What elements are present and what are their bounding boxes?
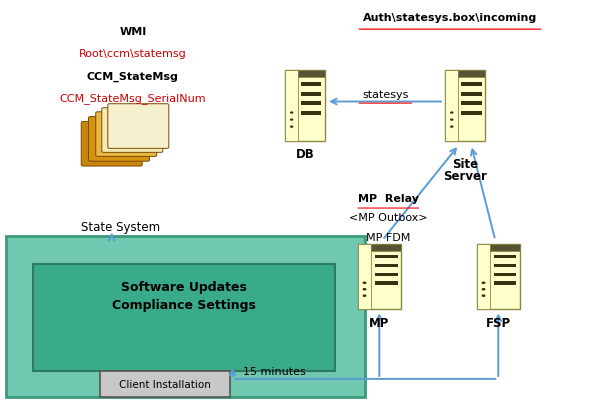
Text: MP FDM: MP FDM <box>366 232 411 242</box>
Text: Auth\statesys.box\incoming: Auth\statesys.box\incoming <box>363 13 537 23</box>
Bar <box>358 245 371 309</box>
Bar <box>494 273 516 276</box>
Text: Site: Site <box>452 158 478 171</box>
Bar <box>33 265 335 371</box>
Bar <box>375 264 397 267</box>
Bar <box>494 282 516 285</box>
FancyBboxPatch shape <box>95 112 157 157</box>
Text: DB: DB <box>295 148 315 161</box>
Bar <box>301 93 321 96</box>
Bar <box>301 102 321 106</box>
Bar <box>286 71 325 142</box>
Circle shape <box>362 288 367 291</box>
Bar <box>6 237 365 397</box>
Bar <box>494 264 516 267</box>
FancyBboxPatch shape <box>101 108 163 153</box>
Text: WMI: WMI <box>119 27 147 37</box>
Text: 15 minutes: 15 minutes <box>243 366 306 376</box>
Circle shape <box>481 295 486 297</box>
Text: FSP: FSP <box>486 316 511 329</box>
Text: MP: MP <box>369 316 390 329</box>
Bar <box>358 245 401 309</box>
Text: Client Installation: Client Installation <box>118 379 211 389</box>
Text: statesys: statesys <box>362 90 408 100</box>
FancyBboxPatch shape <box>81 122 143 167</box>
Text: Server: Server <box>443 170 487 183</box>
Bar <box>477 245 520 309</box>
Bar <box>301 83 321 87</box>
Text: Root\ccm\statemsg: Root\ccm\statemsg <box>79 49 187 59</box>
Text: State System: State System <box>81 220 161 233</box>
Bar <box>371 245 401 251</box>
FancyBboxPatch shape <box>108 104 169 149</box>
Circle shape <box>290 112 294 114</box>
Circle shape <box>481 282 486 284</box>
Bar <box>446 71 485 142</box>
Bar <box>494 255 516 259</box>
Circle shape <box>362 282 367 284</box>
Text: MP  Relay: MP Relay <box>358 194 419 203</box>
Circle shape <box>450 112 454 114</box>
Bar <box>298 71 325 78</box>
Bar <box>461 102 481 106</box>
Circle shape <box>450 119 454 122</box>
Circle shape <box>290 126 294 128</box>
Bar <box>446 71 458 142</box>
Circle shape <box>450 126 454 128</box>
Bar <box>458 71 485 78</box>
Bar <box>461 83 481 87</box>
Bar <box>375 282 397 285</box>
Text: Software Updates: Software Updates <box>121 280 247 293</box>
FancyBboxPatch shape <box>89 117 150 162</box>
Circle shape <box>362 295 367 297</box>
Bar <box>100 371 230 397</box>
Bar <box>286 71 298 142</box>
Text: Compliance Settings: Compliance Settings <box>112 298 256 311</box>
Text: CCM_StateMsg_SerialNum: CCM_StateMsg_SerialNum <box>60 93 206 104</box>
Bar <box>375 255 397 259</box>
Circle shape <box>290 119 294 122</box>
Bar <box>375 273 397 276</box>
Bar <box>461 112 481 115</box>
Bar <box>490 245 520 251</box>
Circle shape <box>481 288 486 291</box>
Bar <box>477 245 490 309</box>
Text: CCM_StateMsg: CCM_StateMsg <box>87 71 179 81</box>
Bar <box>301 112 321 115</box>
Text: <MP Outbox>: <MP Outbox> <box>349 213 428 223</box>
Bar <box>461 93 481 96</box>
